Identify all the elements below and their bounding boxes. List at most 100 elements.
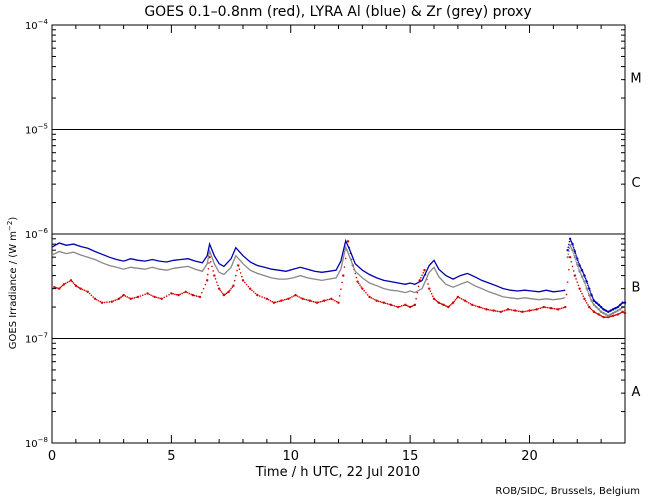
trail-dot [77,286,80,288]
trail-dot [584,300,587,302]
trail-dot [252,291,255,293]
trail-dot [90,294,93,297]
trail-dot [247,285,250,288]
trail-dot [175,293,178,296]
trail-dot [131,297,134,300]
trail-dot [509,308,511,311]
trail-dot [271,300,274,303]
trail-dot [148,293,151,296]
data-point [330,297,333,300]
flare-class-label: B [632,280,641,295]
trail-dot [591,295,593,298]
trail-dot [388,303,391,306]
data-point [564,305,567,309]
trail-dot [217,284,219,287]
trail-dot [439,302,441,305]
data-point [566,255,569,259]
trail-dot [139,295,142,297]
trail-dot [587,286,590,288]
trail-dot [119,297,121,299]
trail-dot [526,310,529,312]
trail-dot [384,302,387,305]
data-point [86,290,90,293]
data-point [471,303,474,307]
trail-dot [233,279,236,282]
trail-dot [392,304,394,307]
trail-dot [580,290,582,292]
data-point [287,297,290,300]
x-tick-label: 10 [282,449,299,464]
trail-dot [580,267,582,269]
trail-dot [473,304,475,307]
trail-dot [220,291,223,293]
trail-dot [443,304,446,307]
trail-dot [354,272,357,275]
trail-dot [245,283,248,286]
trail-dot [590,308,593,311]
trail-dot [126,296,129,298]
trail-dot [292,295,295,297]
data-point [573,255,577,259]
trail-dot [571,265,574,268]
trail-dot [455,297,458,300]
trail-dot [505,309,508,311]
trail-dot [568,250,570,253]
trail-dot [181,292,183,295]
trail-dot [393,305,396,307]
trail-dot [570,260,573,263]
trail-dot [275,301,277,304]
trail-dot [574,258,577,260]
trail-dot [517,310,520,313]
data-point [568,255,572,259]
trail-dot [395,305,398,308]
trail-dot [215,281,218,283]
trail-dot [448,305,451,307]
trail-dot [555,308,558,310]
x-tick-label: 20 [521,449,538,464]
trail-dot [168,293,170,296]
trail-dot [469,302,472,305]
data-point [623,311,627,315]
data-point [587,287,591,290]
trail-dot [420,277,422,279]
data-point [396,305,400,309]
data-point [556,308,560,311]
trail-dot [553,307,556,310]
trail-dot [587,292,590,295]
trail-dot [152,295,154,297]
data-point [389,303,393,307]
flare-class-lines [52,129,625,339]
trail-dot [251,289,253,292]
data-point [478,305,481,309]
data-point [62,283,66,286]
trail-dot [95,298,98,301]
trail-dot [186,291,189,294]
flare-class-label: C [631,176,640,191]
flare-class-labels: A B C M [630,71,641,400]
trail-dot [568,268,570,271]
trail-dot [283,298,286,301]
trail-dot [236,269,238,272]
trail-dot [71,280,74,283]
trail-dot [576,281,579,283]
trail-dot [103,301,106,304]
data-point [198,295,202,299]
trail-dot [328,298,331,301]
trail-dot [305,298,308,301]
trail-dot [289,297,291,299]
data-point [160,297,164,300]
trail-dot [326,298,329,301]
data-point [256,293,259,297]
trail-dot [572,251,574,253]
trail-dot [88,292,91,295]
trail-dot [193,294,196,297]
trail-dot [60,285,63,288]
trail-dot [585,286,588,288]
trail-dot [291,296,293,298]
trail-dot [577,261,580,263]
trail-dot [580,273,582,275]
trail-dot [135,296,137,299]
trail-dot [298,296,300,298]
trail-dot [92,296,94,298]
